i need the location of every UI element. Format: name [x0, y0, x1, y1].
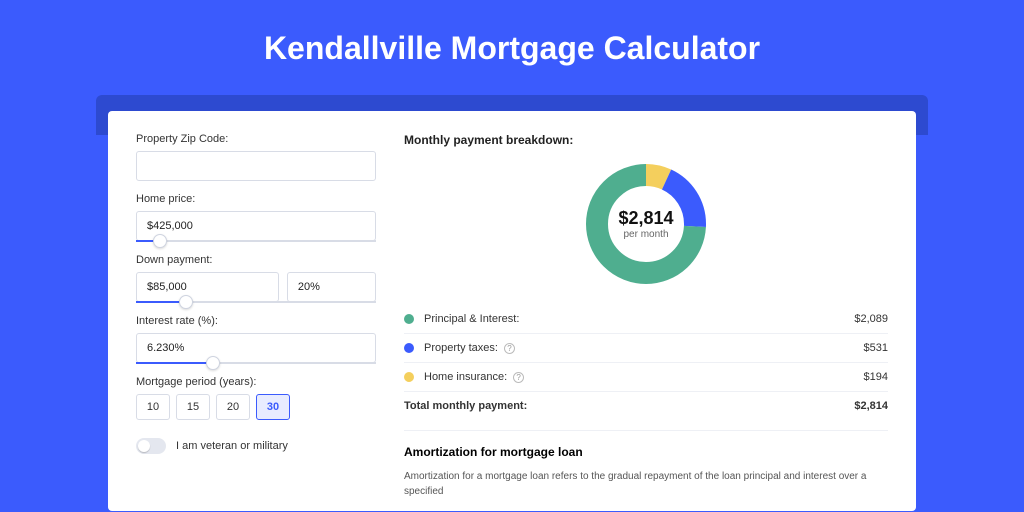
donut-chart: $2,814 per month	[404, 159, 888, 289]
legend-dot-icon	[404, 372, 414, 382]
legend-label-text: Home insurance:	[424, 371, 507, 383]
down-payment-pct-input[interactable]	[287, 272, 376, 302]
help-icon[interactable]: ?	[504, 343, 515, 354]
down-payment-label: Down payment:	[136, 254, 376, 266]
amortization-title: Amortization for mortgage loan	[404, 445, 888, 459]
calculator-card: Property Zip Code: Home price: Down paym…	[108, 111, 916, 511]
legend-row: Home insurance:?$194	[404, 362, 888, 391]
zip-field-group: Property Zip Code:	[136, 133, 376, 181]
home-price-slider-thumb[interactable]	[153, 234, 167, 248]
legend-label-text: Property taxes:	[424, 342, 498, 354]
period-option-10[interactable]: 10	[136, 394, 170, 420]
veteran-toggle-knob	[138, 440, 150, 452]
breakdown-panel: Monthly payment breakdown: $2,814 per mo…	[404, 133, 888, 511]
interest-rate-group: Interest rate (%):	[136, 315, 376, 364]
legend-value: $2,089	[854, 313, 888, 325]
down-payment-slider-thumb[interactable]	[179, 295, 193, 309]
donut-subtext: per month	[618, 229, 673, 240]
donut-center: $2,814 per month	[618, 208, 673, 240]
period-options: 10152030	[136, 394, 376, 420]
amortization-block: Amortization for mortgage loan Amortizat…	[404, 430, 888, 499]
interest-rate-slider-fill	[136, 362, 213, 364]
legend-dot-icon	[404, 343, 414, 353]
interest-rate-label: Interest rate (%):	[136, 315, 376, 327]
home-price-slider[interactable]	[136, 240, 376, 242]
legend-list: Principal & Interest: $2,089 Property taxe…	[404, 305, 888, 391]
period-option-30[interactable]: 30	[256, 394, 290, 420]
period-option-20[interactable]: 20	[216, 394, 250, 420]
total-row: Total monthly payment: $2,814	[404, 391, 888, 420]
interest-rate-slider-thumb[interactable]	[206, 356, 220, 370]
total-label: Total monthly payment:	[404, 400, 854, 412]
down-payment-input[interactable]	[136, 272, 279, 302]
period-label: Mortgage period (years):	[136, 376, 376, 388]
legend-row: Principal & Interest: $2,089	[404, 305, 888, 333]
legend-label: Property taxes:?	[424, 342, 864, 354]
interest-rate-slider[interactable]	[136, 362, 376, 364]
donut-amount: $2,814	[618, 208, 673, 229]
legend-label: Home insurance:?	[424, 371, 864, 383]
legend-value: $194	[864, 371, 888, 383]
home-price-input[interactable]	[136, 211, 376, 241]
zip-label: Property Zip Code:	[136, 133, 376, 145]
legend-label: Principal & Interest:	[424, 313, 854, 325]
legend-label-text: Principal & Interest:	[424, 313, 519, 325]
veteran-row: I am veteran or military	[136, 438, 376, 454]
veteran-toggle[interactable]	[136, 438, 166, 454]
legend-row: Property taxes:?$531	[404, 333, 888, 362]
period-group: Mortgage period (years): 10152030	[136, 376, 376, 420]
form-panel: Property Zip Code: Home price: Down paym…	[136, 133, 376, 511]
amortization-text: Amortization for a mortgage loan refers …	[404, 469, 888, 499]
help-icon[interactable]: ?	[513, 372, 524, 383]
home-price-group: Home price:	[136, 193, 376, 242]
legend-value: $531	[864, 342, 888, 354]
period-option-15[interactable]: 15	[176, 394, 210, 420]
veteran-label: I am veteran or military	[176, 440, 288, 452]
down-payment-group: Down payment:	[136, 254, 376, 303]
zip-input[interactable]	[136, 151, 376, 181]
legend-dot-icon	[404, 314, 414, 324]
page-title: Kendallville Mortgage Calculator	[108, 30, 916, 67]
home-price-label: Home price:	[136, 193, 376, 205]
down-payment-slider[interactable]	[136, 301, 376, 303]
total-value: $2,814	[854, 400, 888, 412]
breakdown-title: Monthly payment breakdown:	[404, 133, 888, 147]
interest-rate-input[interactable]	[136, 333, 376, 363]
page-root: Kendallville Mortgage Calculator Propert…	[0, 0, 1024, 512]
